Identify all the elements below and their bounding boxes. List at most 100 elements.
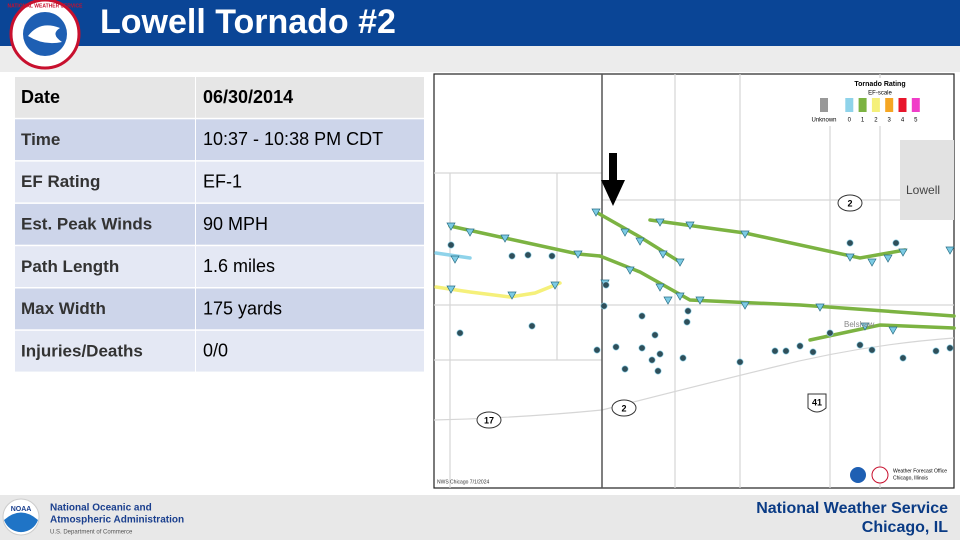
office-location: Chicago, IL	[862, 519, 948, 536]
legend-swatch	[820, 98, 828, 112]
damage-point	[740, 230, 750, 239]
route-shield	[611, 399, 637, 417]
damage-point	[679, 354, 687, 362]
table-cell	[15, 203, 195, 245]
row-label: EF Rating	[21, 172, 100, 191]
table-cell	[15, 77, 195, 118]
legend-swatch	[871, 98, 880, 112]
damage-point	[648, 356, 656, 364]
legend-title: Tornado Rating	[854, 81, 905, 88]
damage-point	[888, 326, 898, 335]
table-cell	[15, 330, 195, 372]
damage-point	[860, 322, 870, 331]
table-cell	[15, 288, 195, 330]
route-shield	[837, 194, 863, 212]
damage-point	[528, 322, 536, 330]
map-office: Chicago, Illinois	[893, 475, 929, 481]
damage-point	[684, 307, 692, 315]
legend-swatch	[858, 98, 867, 112]
table-cell	[15, 119, 195, 161]
table-cell	[196, 161, 424, 203]
row-value: 90 MPH	[203, 214, 268, 234]
map-frame	[433, 73, 955, 489]
damage-point	[945, 246, 955, 255]
row-value: 1.6 miles	[203, 256, 275, 276]
footer	[0, 495, 960, 540]
damage-point	[573, 250, 583, 259]
table-cell	[196, 203, 424, 245]
table-cell	[196, 77, 424, 118]
damage-point	[638, 312, 646, 320]
damage-point	[658, 250, 668, 259]
damage-point	[450, 255, 460, 264]
legend-label: 1	[861, 118, 865, 124]
damage-point	[654, 367, 662, 375]
damage-point	[846, 239, 854, 247]
row-label: Path Length	[21, 257, 119, 276]
damage-point	[447, 241, 455, 249]
damage-point	[625, 266, 635, 275]
map-office: Weather Forecast Office	[893, 468, 947, 474]
table-cell	[15, 161, 195, 203]
table-cell	[196, 119, 424, 161]
damage-point	[946, 344, 954, 352]
row-value: 10:37 - 10:38 PM CDT	[203, 129, 383, 149]
damage-point	[675, 292, 685, 301]
damage-point	[593, 346, 601, 354]
damage-point	[685, 221, 695, 230]
damage-point	[635, 237, 645, 246]
damage-point	[663, 296, 673, 305]
damage-point	[591, 208, 601, 217]
legend-swatch	[911, 98, 920, 112]
noaa-logo-wave	[4, 512, 38, 533]
damage-point	[465, 228, 475, 237]
damage-point	[868, 346, 876, 354]
damage-point	[500, 234, 510, 243]
damage-point	[683, 318, 691, 326]
row-label: Time	[21, 130, 60, 149]
nws-logo-cloud	[28, 25, 62, 44]
legend-label: 5	[914, 118, 918, 124]
info-table: Date 06/30/2014 Time 10:37 - 10:38 PM CDT EF…	[15, 77, 424, 372]
damage-point	[867, 258, 877, 267]
route-label: 2	[847, 198, 852, 208]
row-value: 0/0	[203, 341, 228, 361]
damage-point	[456, 329, 464, 337]
damage-point	[446, 285, 456, 294]
route-label: 17	[484, 415, 494, 425]
slide-title: Lowell Tornado #2	[100, 3, 396, 41]
table-cell	[196, 288, 424, 330]
damage-point	[638, 344, 646, 352]
damage-point	[655, 218, 665, 227]
damage-point	[845, 253, 855, 262]
row-value: 06/30/2014	[203, 87, 293, 107]
damage-point	[740, 301, 750, 310]
legend-label: 2	[874, 118, 878, 124]
damage-point	[524, 251, 532, 259]
damage-point	[507, 291, 517, 300]
legend-label: Unknown	[811, 118, 836, 124]
legend-swatch	[885, 98, 894, 112]
row-label: Date	[21, 87, 60, 107]
damage-point	[932, 347, 940, 355]
damage-point	[782, 347, 790, 355]
town-label: Belshaw	[844, 320, 874, 329]
agency-name: Atmospheric Administration	[50, 515, 184, 526]
damage-point	[655, 283, 665, 292]
header-bar	[0, 0, 960, 46]
damage-point	[612, 343, 620, 351]
legend-swatch	[845, 98, 854, 112]
arrow	[601, 153, 625, 206]
damage-point	[656, 350, 664, 358]
damage-point	[446, 222, 456, 231]
town-label: Lowell	[906, 183, 940, 197]
row-label: Est. Peak Winds	[21, 215, 152, 234]
row-label: Injuries/Deaths	[21, 341, 143, 360]
legend-swatch	[898, 98, 907, 112]
damage-point	[651, 331, 659, 339]
damage-point	[695, 296, 705, 305]
header-strip	[0, 46, 960, 72]
noaa-logo-text: NOAA	[11, 506, 32, 513]
